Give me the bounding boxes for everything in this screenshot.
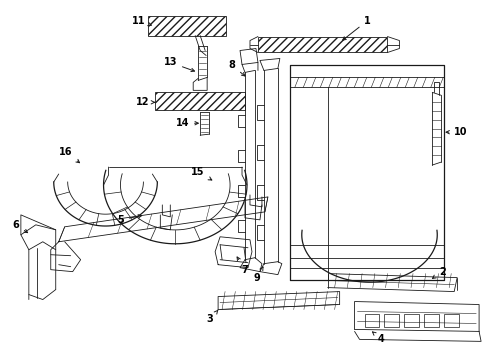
Bar — [365, 315, 379, 328]
Text: 15: 15 — [192, 167, 212, 180]
Text: 4: 4 — [372, 332, 385, 345]
Bar — [148, 15, 226, 36]
Bar — [385, 315, 399, 328]
Text: 16: 16 — [59, 147, 79, 163]
Text: 3: 3 — [207, 310, 218, 324]
Bar — [258, 37, 388, 53]
Bar — [424, 315, 439, 328]
Text: 1: 1 — [343, 15, 371, 40]
Text: 6: 6 — [13, 220, 27, 233]
Bar — [444, 315, 459, 328]
Text: 9: 9 — [254, 267, 263, 283]
Text: 5: 5 — [117, 215, 142, 225]
Text: 8: 8 — [229, 60, 245, 76]
Text: 10: 10 — [446, 127, 468, 137]
Bar — [404, 315, 419, 328]
Text: 14: 14 — [175, 118, 198, 128]
Text: 12: 12 — [136, 97, 155, 107]
Bar — [155, 92, 245, 110]
Text: 11: 11 — [132, 15, 151, 26]
Text: 2: 2 — [433, 267, 445, 278]
Text: 13: 13 — [164, 58, 195, 72]
Text: 7: 7 — [237, 257, 248, 275]
